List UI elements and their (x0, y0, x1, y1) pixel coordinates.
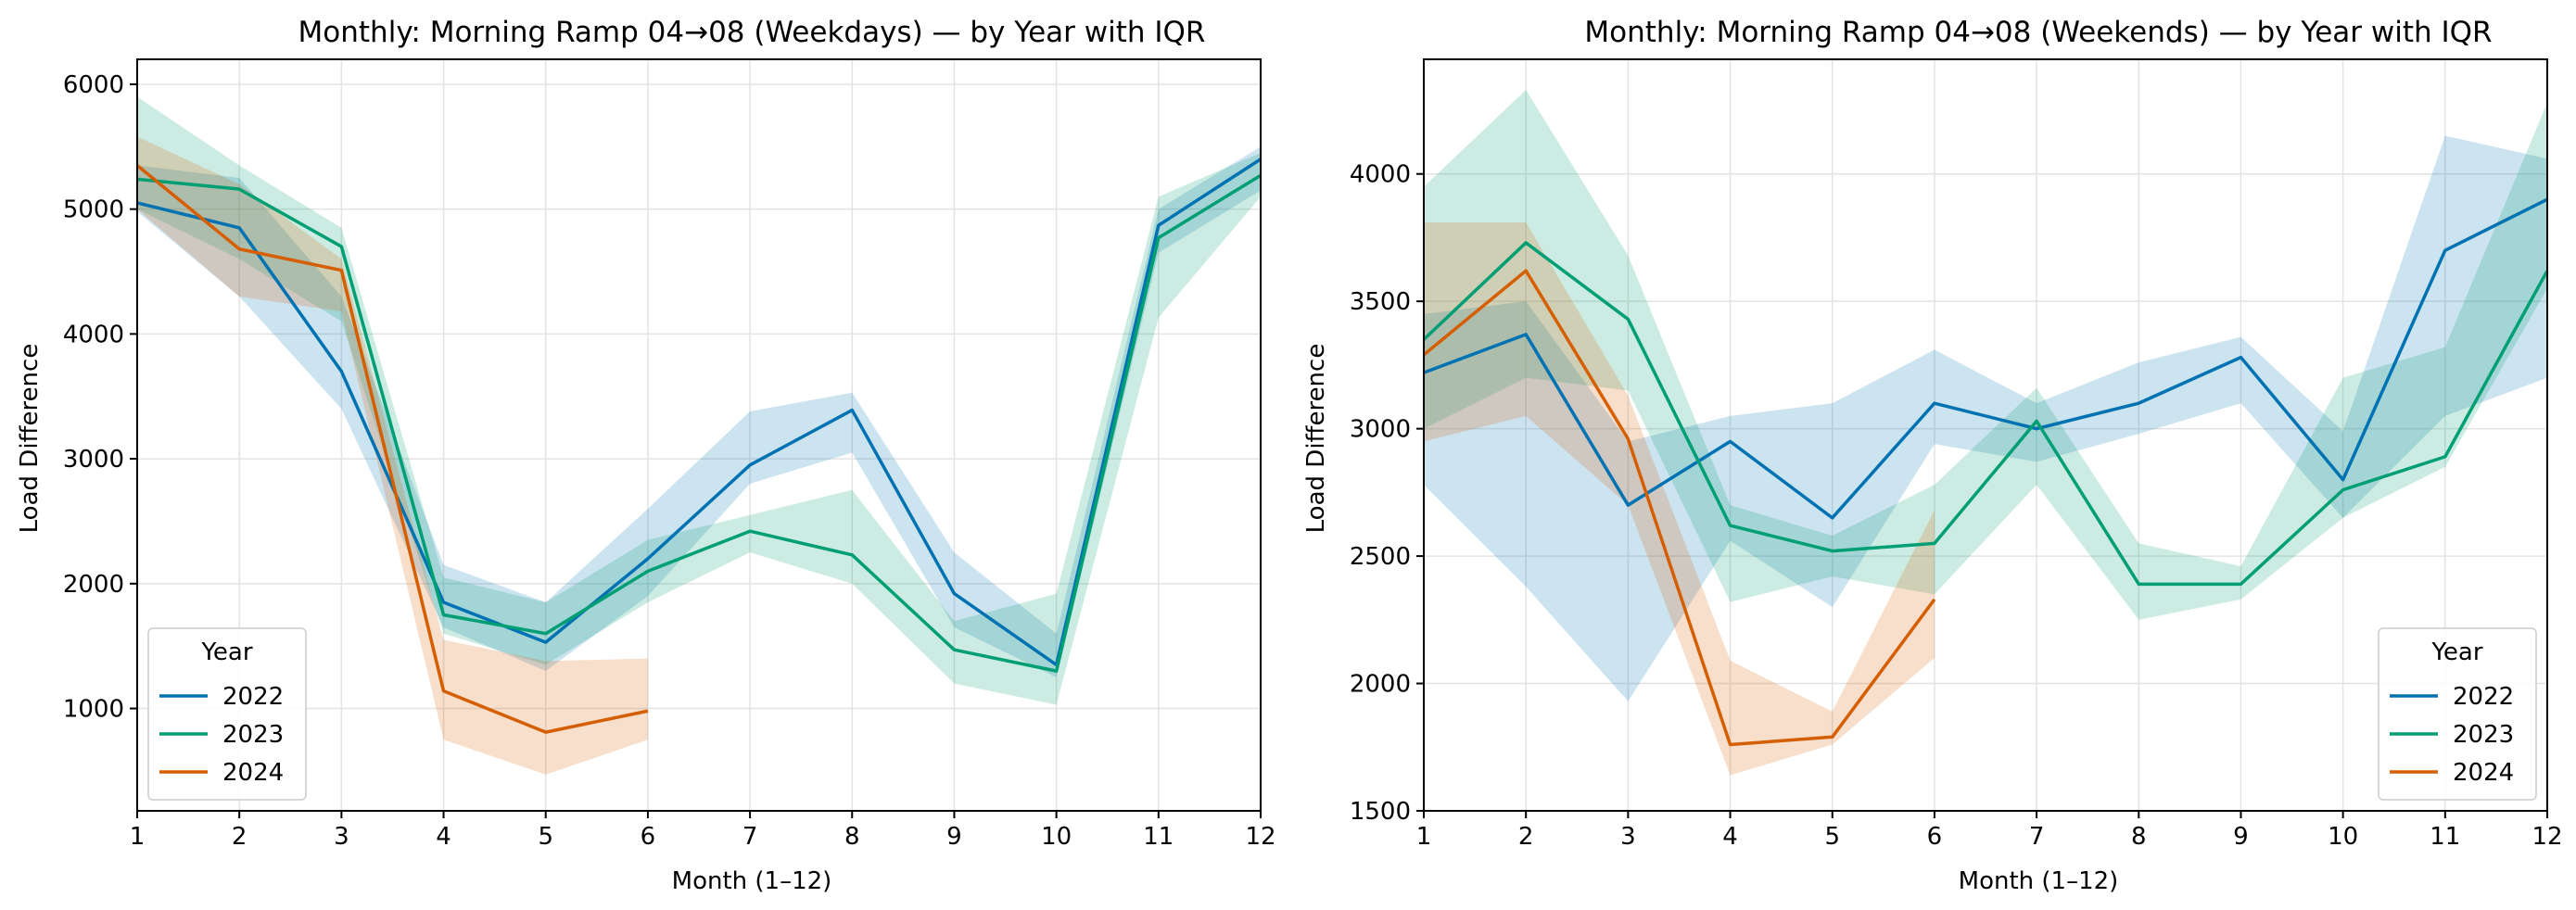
y-tick-label: 2000 (1350, 671, 1411, 699)
iqr-band-2022 (1424, 135, 2547, 701)
y-tick-label: 2500 (1350, 543, 1411, 571)
x-tick-label: 6 (641, 823, 656, 851)
y-axis-label: Load Difference (1302, 344, 1330, 534)
x-tick-label: 9 (2233, 823, 2249, 851)
x-tick-label: 10 (1041, 823, 1072, 851)
y-tick-label: 3500 (1350, 288, 1411, 316)
y-tick-label: 3000 (1350, 416, 1411, 444)
axes-frame (1423, 58, 2548, 812)
x-tick-label: 4 (1722, 823, 1738, 851)
x-tick-label: 11 (2430, 823, 2460, 851)
x-tick-label: 4 (436, 823, 451, 851)
legend-label-2023: 2023 (222, 721, 284, 749)
y-tick-label: 6000 (63, 71, 124, 99)
x-tick-label: 5 (1824, 823, 1840, 851)
legend: Year 2022 2023 2024 (2378, 627, 2537, 801)
y-tick-label: 2000 (63, 571, 124, 599)
legend-label-2024: 2024 (222, 759, 284, 787)
iqr-bands (1424, 89, 2547, 776)
x-tick-label: 3 (1620, 823, 1636, 851)
x-tick-label: 5 (538, 823, 553, 851)
y-tick-label: 5000 (63, 196, 124, 224)
x-tick-label: 3 (334, 823, 349, 851)
series-lines (1422, 197, 2549, 747)
y-tick-label: 4000 (63, 321, 124, 348)
x-tick-label: 7 (742, 823, 758, 851)
legend-box (2378, 627, 2537, 801)
x-tick-label: 9 (946, 823, 962, 851)
x-tick-label: 2 (1518, 823, 1534, 851)
x-axis-label: Month (1–12) (672, 867, 832, 895)
x-tick-label: 7 (2029, 823, 2045, 851)
x-tick-label: 1 (130, 823, 146, 851)
series-lines (135, 158, 1262, 734)
x-tick-label: 10 (2328, 823, 2358, 851)
series-line-2023 (1422, 241, 2549, 587)
x-tick-label: 6 (1927, 823, 1943, 851)
x-tick-label: 2 (232, 823, 247, 851)
chart-title: Monthly: Morning Ramp 04→08 (Weekends) —… (1584, 16, 2492, 49)
legend-label-2024: 2024 (2453, 759, 2514, 787)
series-line-2024 (135, 164, 649, 734)
y-tick-label: 3000 (63, 446, 124, 474)
x-tick-label: 12 (2532, 823, 2562, 851)
y-tick-label: 1000 (63, 696, 124, 724)
series-line-2022 (1423, 197, 2548, 520)
series-line-2022 (136, 158, 1262, 667)
series-line-2023 (136, 173, 1262, 673)
legend-label-2022: 2022 (222, 683, 284, 711)
weekend-chart-panel: Monthly: Morning Ramp 04→08 (Weekends) —… (1302, 16, 2563, 895)
series-line-2024 (1422, 269, 1936, 747)
legend-title: Year (200, 638, 252, 666)
legend-title: Year (2430, 638, 2482, 666)
legend-label-2023: 2023 (2453, 721, 2514, 749)
iqr-band-2024 (1424, 221, 1935, 776)
y-tick-label: 1500 (1350, 798, 1411, 826)
iqr-band-2023 (1424, 89, 2547, 620)
y-tick-label: 4000 (1350, 161, 1411, 189)
axes-frame (136, 58, 1262, 812)
x-tick-label: 11 (1143, 823, 1174, 851)
x-axis-label: Month (1–12) (1959, 867, 2119, 895)
y-axis-label: Load Difference (16, 344, 44, 534)
weekday-chart-panel: Monthly: Morning Ramp 04→08 (Weekdays) —… (16, 16, 1276, 895)
x-tick-label: 1 (1416, 823, 1432, 851)
x-tick-label: 12 (1245, 823, 1275, 851)
iqr-band-2024 (137, 136, 648, 775)
x-tick-label: 8 (2131, 823, 2147, 851)
chart-title: Monthly: Morning Ramp 04→08 (Weekdays) —… (298, 16, 1206, 49)
legend-box (147, 627, 307, 801)
legend: Year 2022 2023 2024 (147, 627, 307, 801)
legend-label-2022: 2022 (2453, 683, 2514, 711)
x-tick-label: 8 (844, 823, 860, 851)
iqr-band-2023 (137, 96, 1261, 705)
